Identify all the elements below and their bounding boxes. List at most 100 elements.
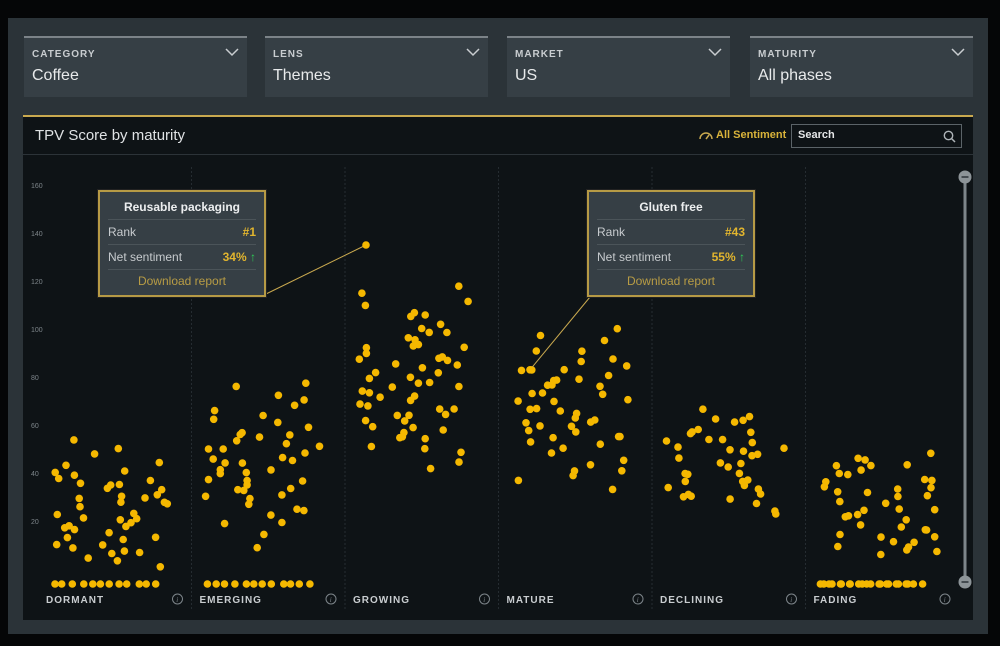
data-point [664,483,672,492]
data-point [893,485,902,493]
rank-value: #43 [724,225,745,239]
data-point [295,580,304,588]
data-point [267,466,275,474]
data-point [836,580,845,588]
sentiment-label: All Sentiment [716,129,787,141]
data-point [681,477,690,486]
info-icon-glyph: i [483,596,485,604]
data-point [867,461,875,470]
data-point [231,580,239,588]
lens-filter[interactable]: LENS Themes [265,36,488,97]
data-point [613,324,622,333]
data-point [930,533,939,541]
data-point [662,437,671,445]
data-point [278,491,286,499]
chart-card: 20 40 60 80 100 120 140 160 DORMANT i EMERGING i GRO… [23,115,973,620]
data-point [920,475,929,484]
data-point [836,530,844,539]
data-point [406,373,415,382]
data-point [740,481,749,490]
data-point [524,426,533,435]
data-point [163,500,172,508]
data-point [75,494,83,503]
data-point [902,516,910,524]
market-filter[interactable]: MARKET US [507,36,730,97]
y-tick-label: 100 [31,327,43,334]
sentiment-filter[interactable]: All Sentiment [699,129,786,141]
data-point [735,469,744,478]
data-point [361,416,370,425]
data-point [464,297,472,306]
data-point [367,442,376,451]
info-icon[interactable] [172,593,183,605]
leader-line [529,296,591,371]
data-point [212,580,220,588]
y-tick-label: 120 [31,279,43,286]
data-point [608,485,617,494]
data-point [421,311,430,319]
data-point [675,454,683,462]
data-point [105,528,113,537]
data-point [62,461,70,470]
y-tick-label: 40 [31,471,39,478]
info-icon[interactable] [479,593,490,605]
data-point [98,541,107,549]
data-point [860,506,868,515]
data-point [739,447,748,456]
data-point [536,422,544,430]
data-point [841,513,850,521]
data-point [820,483,829,491]
data-point [120,547,129,555]
info-icon-glyph: i [944,596,946,604]
data-point [748,438,757,447]
data-point [232,437,241,445]
data-point [894,492,902,501]
data-point [571,414,580,422]
info-icon[interactable] [632,593,644,605]
search-box[interactable] [791,124,962,148]
info-icon[interactable] [939,593,951,605]
data-point [76,502,84,511]
search-input[interactable] [798,129,938,141]
filter-label: MARKET [515,49,564,60]
data-point [119,535,127,544]
data-point [355,355,364,363]
data-point [70,436,78,444]
data-point [881,499,890,508]
data-point [117,492,126,501]
data-point [866,580,875,588]
data-point [234,485,242,494]
data-point [89,580,97,588]
info-icon[interactable] [786,593,797,605]
data-point [933,547,941,556]
data-point [84,554,92,562]
data-point [255,433,264,441]
data-point [232,382,240,391]
data-point [153,491,162,499]
chart-title: TPV Score by maturity [35,127,186,144]
chevron-down-icon [708,48,722,57]
data-point [114,444,123,453]
data-point [426,464,435,473]
data-point [113,557,122,565]
data-point [526,438,535,446]
data-point [302,379,310,388]
data-point [586,461,595,469]
data-point [259,411,267,420]
data-point [238,459,247,467]
data-point [858,580,866,588]
data-point [532,347,541,355]
download-report-link[interactable]: Download report [108,269,256,288]
data-point [514,476,523,485]
data-point [726,495,734,503]
data-point [604,371,613,380]
maturity-filter[interactable]: MATURITY All phases [750,36,973,97]
data-point [406,396,415,405]
data-point [371,368,380,377]
data-point [547,449,556,457]
info-icon[interactable] [325,593,337,605]
download-report-link[interactable]: Download report [597,269,745,288]
search-icon[interactable] [943,130,956,143]
data-point [219,445,227,453]
category-filter[interactable]: CATEGORY Coffee [24,36,247,97]
